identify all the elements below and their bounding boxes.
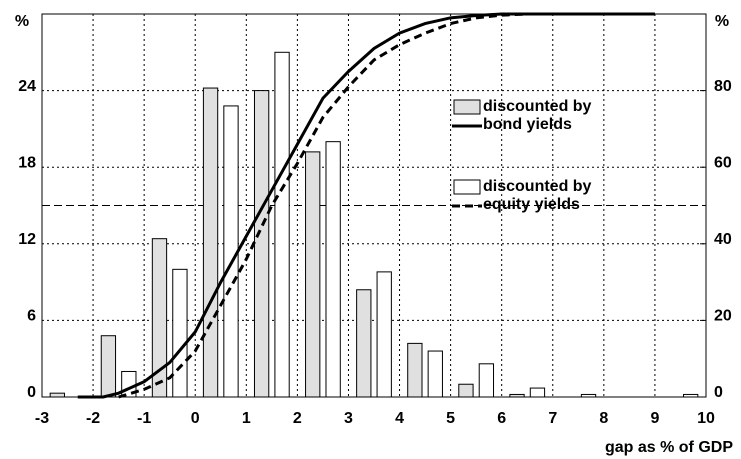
bar [356,289,372,398]
bar [458,383,474,398]
bar [274,51,290,398]
y2-tick-label: 40 [714,231,732,248]
y2-axis-label: % [715,13,729,30]
x-tick-label: -3 [35,410,49,427]
legend-swatch [453,179,481,195]
x-tick-label: 3 [344,410,353,427]
x-tick-label: 9 [650,410,659,427]
x-tick-label: 0 [191,410,200,427]
bar [407,342,423,398]
bar [100,335,117,398]
x-axis-label: gap as % of GDP [605,439,733,456]
legend-label: discounted by equity yields [483,178,592,213]
x-tick-label: 5 [446,410,455,427]
y2-tick-label: 20 [714,308,732,325]
cumulative-line [118,12,655,399]
y2-tick-label: 0 [714,384,723,401]
y-tick-label: 24 [18,78,36,95]
x-tick-label: 6 [497,410,506,427]
y-tick-label: 18 [18,154,36,171]
cumulative-line [77,12,655,399]
bar [49,392,65,398]
y2-tick-label: 60 [714,154,732,171]
legend-label: discounted by bond yields [483,98,592,133]
bar [325,141,341,398]
bar [172,268,188,398]
bar [202,87,219,398]
plot-frame [41,13,707,398]
x-tick-label: -1 [137,410,151,427]
bar [376,271,392,398]
bar [529,387,546,398]
bar [478,363,495,398]
bar [223,105,239,398]
x-tick-label: 1 [242,410,251,427]
y2-tick-label: 80 [714,78,732,95]
legend-swatch [453,99,481,115]
y-tick-label: 12 [18,231,36,248]
y-tick-label: 6 [27,308,36,325]
bar [253,90,270,398]
x-tick-label: 8 [599,410,608,427]
x-tick-label: 10 [697,410,715,427]
x-tick-label: -2 [86,410,100,427]
x-tick-label: 7 [548,410,557,427]
y-axis-label: % [15,13,29,30]
bar [427,350,443,398]
y-tick-label: 0 [27,384,36,401]
x-tick-label: 2 [293,410,302,427]
bar [305,151,321,398]
x-tick-label: 4 [395,410,404,427]
